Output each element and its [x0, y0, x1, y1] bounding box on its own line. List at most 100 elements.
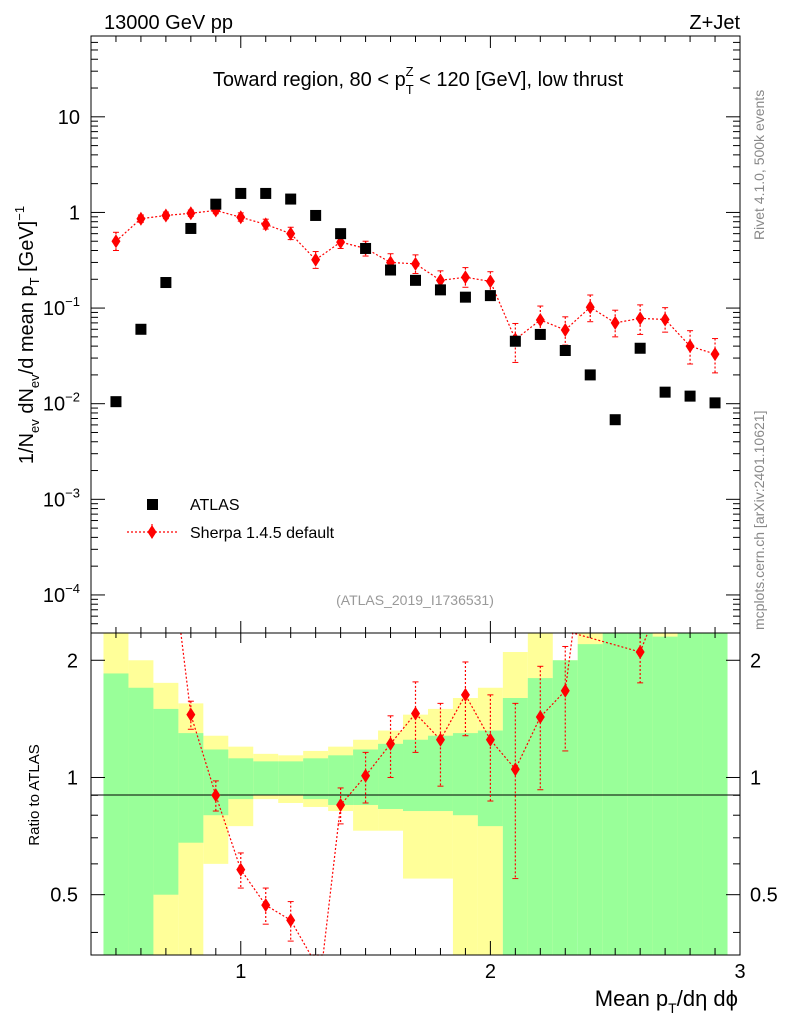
- ratio-y-tick-label-right: 1: [750, 767, 761, 789]
- sherpa-point: [710, 347, 720, 362]
- sherpa-point: [610, 315, 620, 330]
- atlas-point: [559, 344, 571, 356]
- ratio-y-tick-label-right: 0.5: [750, 885, 778, 907]
- main-y-tick-label: 10−1: [43, 294, 80, 320]
- sherpa-point: [685, 339, 695, 354]
- legend: ATLAS Sherpa 1.4.5 default: [127, 497, 335, 542]
- ratio-panel: 0.5 0.5 1 1 2 2 1 2 3 Ratio to ATLAS Mean pT/dη…: [26, 632, 778, 1016]
- x-tick-labels: 1 2 3: [235, 961, 745, 983]
- ratio-sherpa-point: [635, 645, 645, 660]
- ratio-uncertainty-bands: [103, 633, 728, 955]
- x-tick-label: 2: [485, 961, 496, 983]
- atlas-point: [260, 187, 272, 199]
- ratio-stat-band: [253, 761, 279, 796]
- atlas-point: [534, 328, 546, 340]
- main-y-tick-labels: 10−4 10−3 10−2 10−1 1 10: [43, 107, 80, 607]
- ratio-y-tick-labels: 0.5 0.5 1 1 2 2: [50, 650, 778, 906]
- ratio-stat-band: [228, 758, 254, 800]
- atlas-point: [235, 187, 247, 199]
- atlas-point: [584, 369, 596, 381]
- atlas-point: [335, 228, 347, 240]
- ratio-stat-band: [303, 758, 329, 800]
- sherpa-point: [560, 322, 570, 337]
- ratio-sherpa-point: [485, 732, 495, 747]
- ratio-sherpa-point: [460, 687, 470, 702]
- atlas-point: [385, 264, 397, 276]
- atlas-point: [160, 277, 172, 289]
- legend-sherpa-marker: [147, 525, 157, 539]
- atlas-point: [459, 291, 471, 303]
- atlas-point: [135, 323, 147, 335]
- atlas-point: [609, 414, 621, 426]
- ratio-stat-band: [652, 636, 678, 955]
- sherpa-point: [535, 313, 545, 328]
- ratio-stat-band: [627, 633, 653, 955]
- ratio-y-axis-label: Ratio to ATLAS: [26, 744, 43, 845]
- atlas-point: [634, 342, 646, 354]
- sherpa-point: [136, 211, 146, 226]
- sherpa-point: [111, 234, 121, 249]
- ratio-stat-band: [278, 761, 304, 796]
- legend-atlas-marker: [147, 499, 158, 510]
- main-axis-ticks: [90, 35, 741, 634]
- ratio-sherpa-point: [236, 862, 246, 877]
- header-process-label: Z+Jet: [689, 12, 740, 34]
- atlas-point: [484, 290, 496, 302]
- sherpa-series: [111, 203, 720, 374]
- sherpa-point: [411, 256, 420, 271]
- ratio-stat-band: [103, 673, 129, 955]
- rivet-version-label: Rivet 4.1.0, 500k events: [751, 90, 767, 240]
- ratio-y-tick-label-left: 2: [67, 650, 78, 672]
- atlas-point: [310, 209, 322, 221]
- main-y-tick-label: 10: [58, 107, 80, 129]
- atlas-series: [110, 187, 721, 426]
- plot-title: Toward region, 80 < pTZ < 120 [GeV], low…: [213, 64, 624, 97]
- sherpa-point: [435, 273, 445, 288]
- ratio-stat-band: [702, 633, 728, 955]
- ratio-y-tick-label-left: 0.5: [50, 885, 78, 907]
- main-y-axis-label: 1/Nev dNev/d mean pT [GeV]−1: [12, 206, 42, 464]
- ratio-axis-ticks: [90, 633, 741, 955]
- ratio-stat-band: [178, 733, 204, 843]
- ratio-stat-band: [128, 687, 154, 955]
- sherpa-point: [236, 210, 246, 225]
- sherpa-point: [485, 274, 495, 289]
- ratio-stat-band: [677, 633, 703, 955]
- atlas-point: [684, 390, 696, 402]
- ratio-stat-band: [427, 735, 453, 812]
- header-beam-label: 13000 GeV pp: [104, 12, 233, 34]
- ratio-stat-band: [452, 733, 478, 816]
- ratio-sherpa-point: [435, 732, 445, 747]
- main-y-tick-label: 10−2: [43, 390, 80, 416]
- x-axis-label: Mean pT/dη dϕ: [595, 986, 738, 1016]
- ratio-sherpa-point: [186, 707, 196, 722]
- sherpa-point: [161, 208, 171, 223]
- atlas-point: [360, 242, 372, 254]
- ratio-stat-band: [153, 708, 179, 895]
- ratio-sherpa-point: [361, 768, 371, 783]
- ratio-sherpa-point: [535, 709, 545, 724]
- legend-atlas-label: ATLAS: [190, 497, 240, 514]
- atlas-point: [709, 397, 721, 409]
- atlas-point: [410, 274, 421, 286]
- ratio-y-tick-label-right: 2: [750, 650, 761, 672]
- sherpa-point: [460, 270, 470, 285]
- atlas-point: [110, 396, 122, 408]
- atlas-point: [659, 386, 671, 398]
- sherpa-point: [585, 300, 595, 315]
- ratio-sherpa-point: [261, 898, 271, 913]
- sherpa-point: [635, 311, 645, 326]
- legend-sherpa-label: Sherpa 1.4.5 default: [190, 525, 335, 542]
- ratio-sherpa-point: [211, 788, 221, 803]
- ratio-stat-band: [577, 644, 603, 955]
- sherpa-point: [186, 206, 196, 221]
- ratio-sherpa-point: [286, 913, 296, 928]
- ratio-stat-band: [602, 633, 628, 955]
- sherpa-point: [660, 312, 670, 327]
- sherpa-point: [311, 252, 321, 267]
- sherpa-point: [286, 226, 296, 241]
- analysis-id-label: (ATLAS_2019_I1736531): [336, 592, 494, 608]
- main-y-tick-label: 10−4: [43, 581, 80, 607]
- mcplots-label: mcplots.cern.ch [arXiv:2401.10621]: [751, 411, 767, 630]
